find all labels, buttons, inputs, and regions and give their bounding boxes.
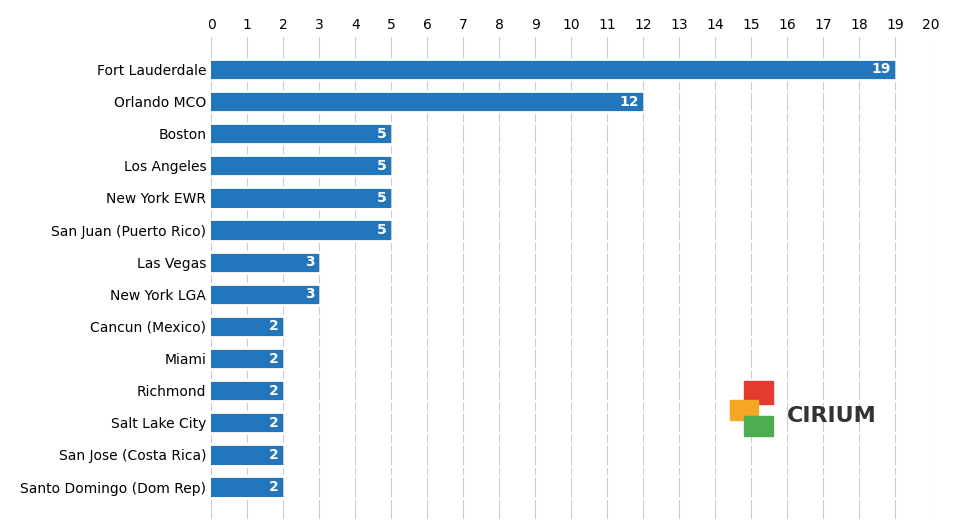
Text: 5: 5 xyxy=(377,223,387,237)
Bar xyxy=(211,123,392,144)
Text: 2: 2 xyxy=(269,351,278,366)
Text: 2: 2 xyxy=(269,320,278,333)
Bar xyxy=(211,476,283,498)
Bar xyxy=(211,445,283,465)
Text: 5: 5 xyxy=(377,191,387,205)
Bar xyxy=(211,380,283,401)
Text: 3: 3 xyxy=(305,287,315,302)
Text: 5: 5 xyxy=(377,159,387,173)
Bar xyxy=(211,59,895,80)
FancyBboxPatch shape xyxy=(744,381,773,403)
Bar xyxy=(211,155,392,176)
FancyBboxPatch shape xyxy=(744,417,773,436)
Text: 12: 12 xyxy=(619,94,639,109)
Bar xyxy=(211,284,319,305)
Text: 2: 2 xyxy=(269,416,278,430)
Text: 3: 3 xyxy=(305,255,315,269)
Text: CIRIUM: CIRIUM xyxy=(787,407,876,426)
FancyBboxPatch shape xyxy=(730,400,758,420)
Bar xyxy=(211,219,392,241)
Text: 2: 2 xyxy=(269,448,278,462)
Text: 2: 2 xyxy=(269,480,278,494)
Bar xyxy=(211,252,319,272)
Text: 19: 19 xyxy=(872,63,891,76)
Bar xyxy=(211,188,392,208)
Bar xyxy=(211,91,643,112)
Bar xyxy=(211,412,283,433)
Text: 5: 5 xyxy=(377,127,387,140)
Bar xyxy=(211,316,283,337)
Bar xyxy=(211,348,283,369)
Text: 2: 2 xyxy=(269,384,278,398)
